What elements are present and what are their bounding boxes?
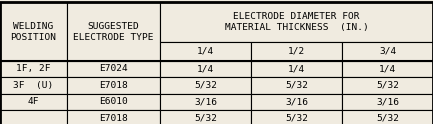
Text: 1/4: 1/4 [288,64,305,74]
Text: 3/16: 3/16 [285,97,308,106]
Bar [251,94,342,110]
Text: 5/32: 5/32 [376,81,399,90]
Bar [67,110,160,124]
Bar [0,77,67,94]
Bar [342,110,433,124]
Bar [342,77,433,94]
Text: 3/16: 3/16 [194,97,217,106]
Bar [0,110,67,124]
Text: E7024: E7024 [99,64,128,74]
Bar [160,110,251,124]
Bar [67,2,160,61]
Text: 5/32: 5/32 [376,114,399,123]
Bar [0,2,67,61]
Bar [251,110,342,124]
Text: 5/32: 5/32 [285,114,308,123]
Bar [160,42,251,61]
Bar [342,61,433,77]
Bar [160,2,433,42]
Bar [67,61,160,77]
Text: 1/4: 1/4 [197,47,214,56]
Bar [67,77,160,94]
Text: E7018: E7018 [99,114,128,123]
Text: 1/4: 1/4 [197,64,214,74]
Bar [251,61,342,77]
Text: 1/4: 1/4 [379,64,396,74]
Bar [0,61,67,77]
Bar [0,94,67,110]
Bar [160,77,251,94]
Bar [342,94,433,110]
Text: 1F, 2F: 1F, 2F [16,64,51,74]
Bar [67,94,160,110]
Text: 3F  (U): 3F (U) [13,81,54,90]
Text: 3/16: 3/16 [376,97,399,106]
Text: 5/32: 5/32 [194,81,217,90]
Bar [251,77,342,94]
Text: E6010: E6010 [99,97,128,106]
Text: WELDING
POSITION: WELDING POSITION [10,22,57,42]
Text: SUGGESTED
ELECTRODE TYPE: SUGGESTED ELECTRODE TYPE [74,22,154,42]
Text: 5/32: 5/32 [194,114,217,123]
Text: 4F: 4F [28,97,39,106]
Bar [160,94,251,110]
Text: 5/32: 5/32 [285,81,308,90]
Bar [342,42,433,61]
Text: E7018: E7018 [99,81,128,90]
Bar [251,42,342,61]
Bar [160,61,251,77]
Text: 3/4: 3/4 [379,47,396,56]
Text: 1/2: 1/2 [288,47,305,56]
Text: ELECTRODE DIAMETER FOR
MATERIAL THICKNESS  (IN.): ELECTRODE DIAMETER FOR MATERIAL THICKNES… [225,12,368,32]
